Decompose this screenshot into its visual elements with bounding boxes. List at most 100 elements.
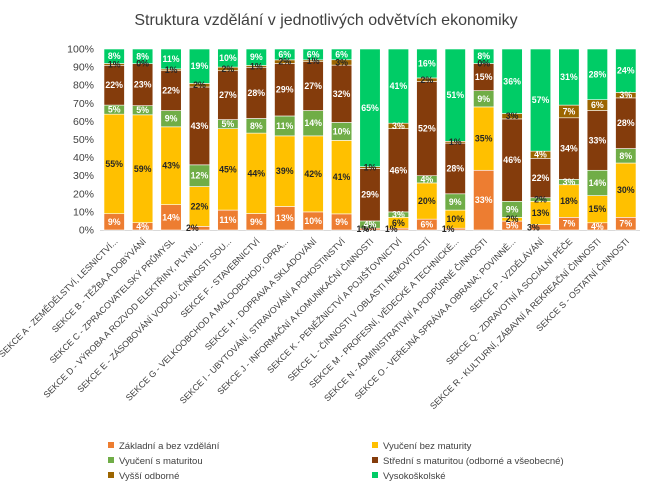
bar-stack (558, 48, 580, 231)
data-label: 15% (475, 72, 493, 82)
data-label: 4% (420, 174, 433, 184)
data-label: 3% (506, 111, 519, 121)
data-label: 7% (563, 219, 576, 229)
data-label: 2% (506, 214, 519, 224)
data-label: 20% (418, 196, 436, 206)
data-label: 9% (165, 114, 178, 124)
data-label: 2% (193, 80, 206, 90)
bar-segment (331, 48, 353, 61)
data-label: 22% (532, 173, 550, 183)
data-label: 28% (446, 163, 464, 173)
data-label: 16% (418, 58, 436, 68)
data-label: 3% (527, 222, 540, 232)
bar-stack (132, 48, 154, 231)
data-label: 2% (222, 64, 235, 74)
data-label: 6% (392, 218, 405, 228)
data-label: 6% (591, 100, 604, 110)
y-tick-label: 0% (79, 225, 94, 237)
data-label: 9% (250, 52, 263, 62)
data-label: 0% (364, 223, 377, 233)
data-label: 3% (335, 57, 348, 67)
bar-stack (473, 48, 495, 231)
data-label: 29% (361, 190, 379, 200)
data-label: 33% (589, 135, 607, 145)
data-label: 36% (503, 76, 521, 86)
data-label: 1% (356, 224, 369, 234)
data-label: 43% (162, 161, 180, 171)
data-label: 3% (392, 121, 405, 131)
data-label: 6% (307, 49, 320, 59)
bar-segment (558, 48, 580, 106)
data-label: 11% (162, 54, 179, 64)
data-label: 2% (420, 75, 433, 85)
data-label: 1% (449, 137, 462, 147)
data-label: 23% (134, 80, 152, 90)
data-label: 18% (560, 196, 578, 206)
data-label: 6% (278, 49, 291, 59)
data-label: 22% (162, 86, 180, 96)
data-label: 10% (304, 216, 322, 226)
data-label: 28% (589, 69, 607, 79)
data-label: 9% (250, 217, 263, 227)
bar-segment (274, 48, 296, 61)
bar-segment (188, 48, 211, 84)
data-label: 6% (420, 220, 433, 230)
data-label: 11% (276, 121, 293, 131)
bar-stack (245, 48, 267, 231)
data-label: 7% (563, 106, 576, 116)
data-label: 8% (477, 51, 490, 61)
y-tick-label: 80% (73, 80, 94, 92)
data-label: 33% (475, 195, 493, 205)
data-label: 29% (276, 85, 294, 95)
data-label: 46% (503, 155, 521, 165)
y-tick-label: 40% (73, 152, 94, 164)
bar-stack (387, 48, 409, 231)
bar-segment (529, 48, 552, 152)
y-tick-label: 30% (73, 170, 94, 182)
data-label: 24% (617, 66, 635, 76)
data-label: 6% (335, 49, 348, 59)
bar-segment (501, 48, 523, 114)
bar-stack (302, 48, 324, 231)
data-label: 0% (477, 58, 490, 68)
data-label: 3% (563, 177, 576, 187)
y-tick-label: 50% (73, 134, 94, 146)
data-label: 1% (385, 224, 398, 234)
data-label: 7% (619, 219, 632, 229)
data-label: 22% (191, 201, 209, 211)
data-label: 9% (477, 94, 490, 104)
data-label: 55% (105, 159, 123, 169)
data-label: 1% (108, 59, 121, 69)
data-label: 44% (248, 168, 266, 178)
bar-stack (416, 48, 438, 231)
data-label: 1% (364, 163, 377, 173)
y-tick-label: 70% (73, 98, 94, 110)
y-tick-label: 100% (67, 44, 94, 56)
bar-stack (188, 48, 211, 231)
data-label: 9% (108, 217, 121, 227)
data-label: 10% (333, 126, 351, 136)
data-label: 31% (560, 72, 578, 82)
bar-stack (586, 48, 608, 231)
bar-segment (586, 48, 608, 100)
data-label: 45% (219, 164, 237, 174)
bar-stack (160, 48, 182, 231)
data-label: 2% (186, 223, 199, 233)
data-label: 1% (442, 224, 455, 234)
data-label: 22% (105, 80, 123, 90)
data-label: 35% (475, 134, 493, 144)
data-label: 8% (108, 51, 121, 61)
data-label: 15% (589, 204, 607, 214)
bar-stack (331, 48, 353, 231)
data-label: 32% (333, 89, 351, 99)
data-label: 27% (304, 81, 322, 91)
data-label: 65% (361, 103, 379, 113)
data-label: 2% (534, 195, 547, 205)
bar-segment (302, 48, 324, 61)
data-label: 13% (276, 213, 294, 223)
data-label: 39% (276, 166, 294, 176)
bar-stack (359, 48, 381, 231)
data-label: 42% (304, 169, 322, 179)
data-label: 13% (532, 208, 550, 218)
